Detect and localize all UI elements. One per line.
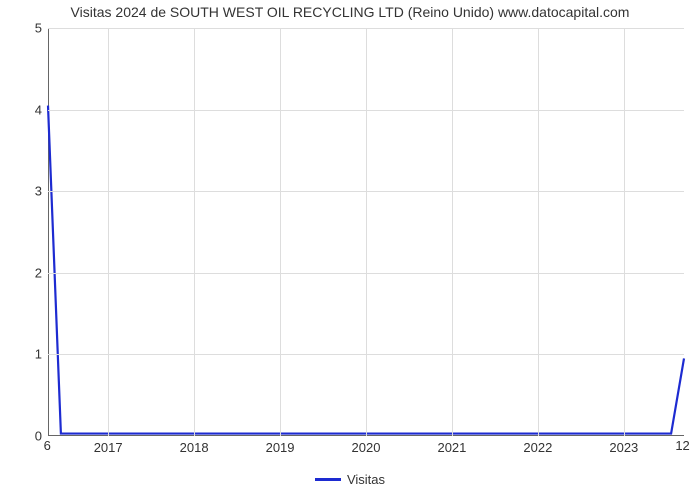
x-tick-label: 2017	[94, 440, 123, 455]
y-tick-label: 3	[35, 184, 42, 199]
x-tick-label: 2020	[352, 440, 381, 455]
legend-swatch	[315, 478, 341, 481]
x-axis-start-label: 6	[44, 438, 51, 453]
x-axis-end-label: 12	[675, 438, 689, 453]
legend: Visitas	[0, 472, 700, 487]
legend-label: Visitas	[347, 472, 385, 487]
chart-title: Visitas 2024 de SOUTH WEST OIL RECYCLING…	[0, 4, 700, 20]
gridline-v	[280, 28, 281, 436]
gridline-v	[538, 28, 539, 436]
x-tick-label: 2023	[609, 440, 638, 455]
gridline-v	[452, 28, 453, 436]
y-tick-label: 4	[35, 102, 42, 117]
y-tick-label: 0	[35, 429, 42, 444]
gridline-v	[108, 28, 109, 436]
gridline-v	[366, 28, 367, 436]
y-tick-label: 2	[35, 265, 42, 280]
gridline-v	[624, 28, 625, 436]
x-tick-label: 2018	[180, 440, 209, 455]
chart-container: Visitas 2024 de SOUTH WEST OIL RECYCLING…	[0, 0, 700, 500]
gridline-v	[194, 28, 195, 436]
x-tick-label: 2021	[437, 440, 466, 455]
x-tick-label: 2019	[266, 440, 295, 455]
y-tick-label: 1	[35, 347, 42, 362]
y-tick-label: 5	[35, 21, 42, 36]
plot-area: 6 12 0123452017201820192020202120222023	[48, 28, 684, 436]
x-tick-label: 2022	[523, 440, 552, 455]
